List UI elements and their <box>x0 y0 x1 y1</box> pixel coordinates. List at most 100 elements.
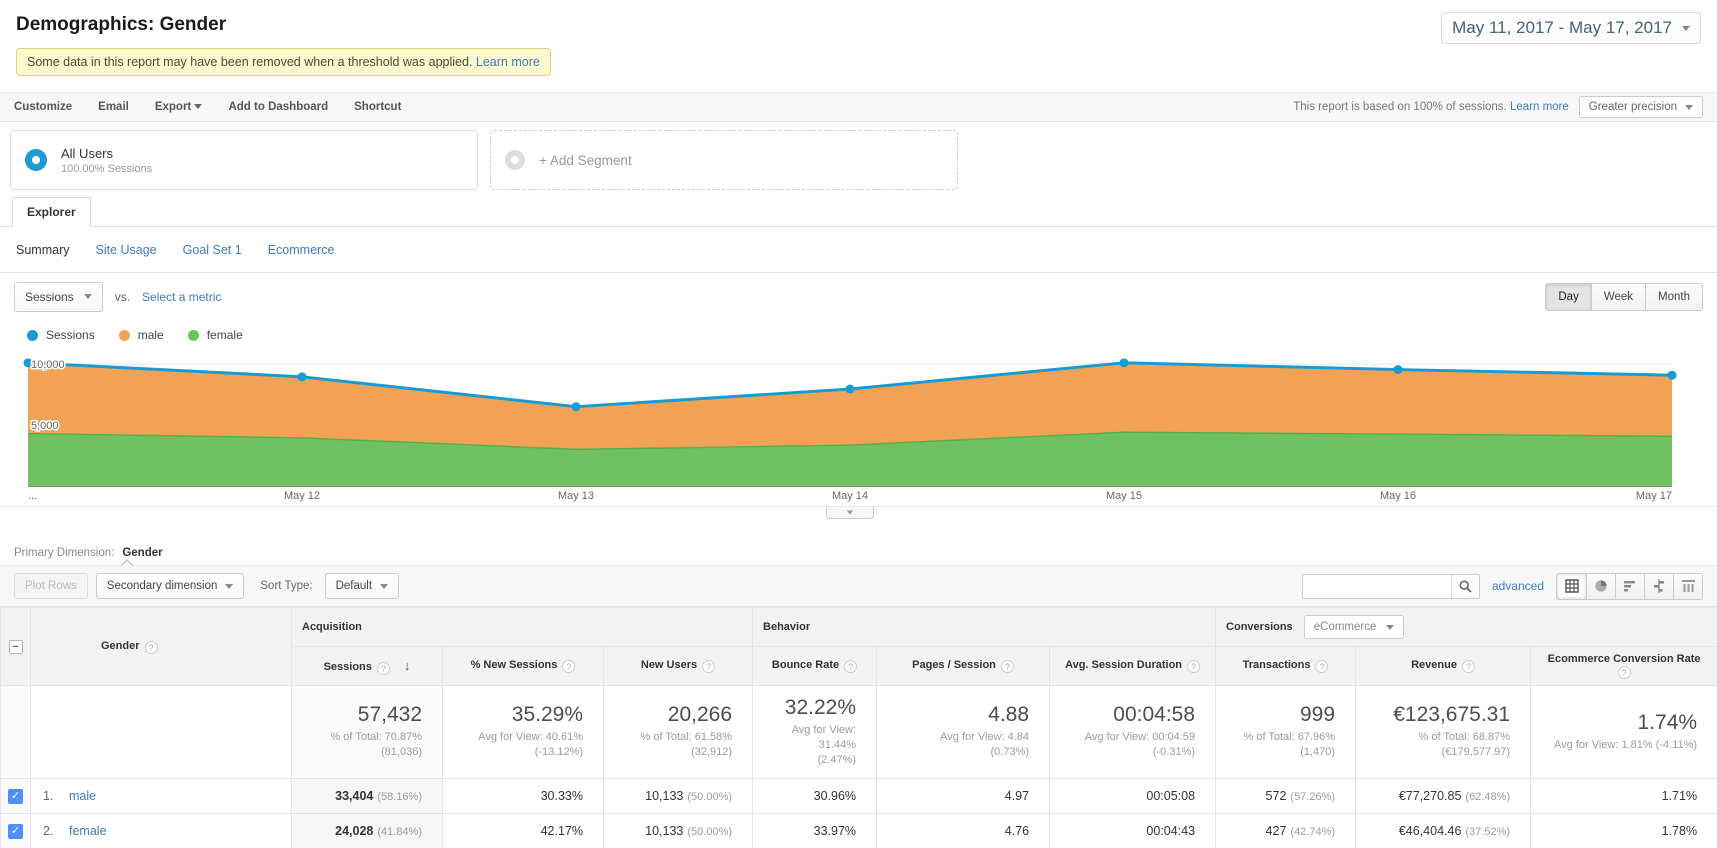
precision-selector[interactable]: Greater precision <box>1578 96 1703 118</box>
collapse-all-button[interactable]: − <box>8 639 23 654</box>
add-to-dashboard-button[interactable]: Add to Dashboard <box>228 101 329 113</box>
date-range-selector[interactable]: May 11, 2017 - May 17, 2017 <box>1441 12 1701 44</box>
total-new-users: 20,266 % of Total: 61.58% (32,912) <box>602 685 754 779</box>
granularity-month-button[interactable]: Month <box>1645 283 1702 310</box>
pivot-view-button[interactable] <box>1673 573 1702 599</box>
subnav-ecommerce[interactable]: Ecommerce <box>267 242 335 257</box>
table-grid-icon <box>1564 579 1579 593</box>
help-icon[interactable]: ? <box>376 661 390 675</box>
table-row-female: ✓ 2. female 24,028 (41.84%) 42.17% 10,133… <box>0 812 1717 848</box>
sort-type-selector[interactable]: Default <box>324 573 400 599</box>
row-checkbox[interactable]: ✓ <box>8 823 23 839</box>
help-icon[interactable]: ? <box>1461 660 1475 673</box>
plot-rows-button[interactable]: Plot Rows <box>14 573 88 599</box>
conversions-type-selector[interactable]: eCommerce <box>1303 615 1405 639</box>
row-link-female[interactable]: female <box>69 823 107 838</box>
add-segment-button[interactable]: + Add Segment <box>490 130 958 190</box>
bar-list-icon <box>1624 581 1635 592</box>
secondary-dimension-button[interactable]: Secondary dimension <box>95 573 245 599</box>
sampling-learn-more-link[interactable]: Learn more <box>1509 101 1569 113</box>
dimension-notch <box>120 559 134 567</box>
total-session-duration: 00:04:58 Avg for View: 00:04:59 (-0.31%) <box>1049 685 1217 779</box>
new-users-column-header[interactable]: New Users? <box>602 646 754 686</box>
gender-report-table: − Gender? Acquisition Behavior Conversio… <box>0 607 1717 848</box>
total-bounce-rate: 32.22% Avg for View: 31.44% (2.47%) <box>752 685 878 779</box>
sessions-column-header[interactable]: Sessions? ↓ <box>291 646 443 686</box>
report-header: Demographics: Gender May 11, 2017 - May … <box>0 0 1717 92</box>
help-icon[interactable]: ? <box>144 640 158 654</box>
revenue-column-header[interactable]: Revenue? <box>1355 646 1532 686</box>
help-icon[interactable]: ? <box>1617 666 1631 679</box>
email-button[interactable]: Email <box>98 101 129 113</box>
performance-view-button[interactable] <box>1615 573 1644 599</box>
advanced-search-link[interactable]: advanced <box>1491 579 1544 593</box>
help-icon[interactable]: ? <box>1187 660 1201 673</box>
pages-session-column-header[interactable]: Pages / Session? <box>876 646 1051 686</box>
legend-item-sessions: Sessions <box>27 328 95 342</box>
gender-column-header[interactable]: Gender? <box>30 607 292 686</box>
chevron-down-icon <box>846 510 854 515</box>
help-icon[interactable]: ? <box>702 660 716 673</box>
annotations-drawer-handle[interactable] <box>826 507 874 519</box>
help-icon[interactable]: ? <box>1315 660 1329 673</box>
help-icon[interactable]: ? <box>844 660 858 673</box>
search-button[interactable] <box>1450 574 1479 598</box>
ecommerce-conversion-rate-column-header[interactable]: Ecommerce Conversion Rate? <box>1530 646 1717 686</box>
table-view-toggle <box>1556 572 1703 600</box>
row-checkbox[interactable]: ✓ <box>8 788 23 804</box>
metric-selector[interactable]: Sessions <box>14 281 103 312</box>
x-axis-label: May 15 <box>1105 490 1143 502</box>
subnav-summary[interactable]: Summary <box>16 242 70 257</box>
behavior-group-header: Behavior <box>752 607 1217 647</box>
customize-button[interactable]: Customize <box>14 101 73 113</box>
shortcut-button[interactable]: Shortcut <box>354 101 402 113</box>
chart-plot-area[interactable]: 5,000 10,000 <box>23 350 1677 487</box>
percentage-view-button[interactable] <box>1586 573 1615 599</box>
subnav-site-usage[interactable]: Site Usage <box>95 242 157 257</box>
table-view-button[interactable] <box>1557 573 1586 599</box>
session-duration-column-header[interactable]: Avg. Session Duration? <box>1049 646 1217 686</box>
total-sessions: 57,432 % of Total: 70.87% (81,036) <box>291 685 443 779</box>
chart-controls: Sessions vs. Select a metric Day Week Mo… <box>0 273 1717 320</box>
search-input[interactable] <box>1302 574 1451 598</box>
help-icon[interactable]: ? <box>1000 660 1014 673</box>
comparison-icon <box>1654 579 1664 593</box>
chart-x-axis: ... May 12 May 13 May 14 May 15 May 16 May 17 <box>0 487 1717 519</box>
svg-text:5,000: 5,000 <box>31 420 58 432</box>
export-button[interactable]: Export <box>155 101 203 113</box>
granularity-day-button[interactable]: Day <box>1546 283 1591 310</box>
transactions-column-header[interactable]: Transactions? <box>1215 646 1357 686</box>
granularity-toggle: Day Week Month <box>1545 282 1703 311</box>
primary-dimension-gender[interactable]: Gender <box>122 546 163 559</box>
timeseries-chart: Sessions male female 5,000 10,000 ... May … <box>0 320 1717 540</box>
banner-learn-more-link[interactable]: Learn more <box>475 55 540 69</box>
x-axis-label: May 13 <box>557 490 595 502</box>
x-axis-label: ... <box>28 490 38 502</box>
chart-legend: Sessions male female <box>0 320 1717 350</box>
x-axis-label: May 12 <box>283 490 321 502</box>
total-pages-session: 4.88 Avg for View: 4.84 (0.73%) <box>876 685 1051 779</box>
granularity-week-button[interactable]: Week <box>1590 283 1646 310</box>
segment-all-users[interactable]: All Users 100.00% Sessions <box>10 130 478 190</box>
new-sessions-column-header[interactable]: % New Sessions? <box>442 646 604 686</box>
totals-row: 57,432 % of Total: 70.87% (81,036) 35.29%… <box>0 685 1717 779</box>
total-ecommerce-conversion-rate: 1.74% Avg for View: 1.81% (-4.11%) <box>1530 685 1717 779</box>
bounce-rate-column-header[interactable]: Bounce Rate? <box>752 646 878 686</box>
action-bar: Customize Email Export Add to Dashboard … <box>0 92 1717 122</box>
x-axis-label: May 17 <box>1635 490 1672 502</box>
chevron-down-icon <box>83 294 92 299</box>
chevron-down-icon <box>380 583 389 589</box>
table-search <box>1301 573 1480 599</box>
tab-explorer[interactable]: Explorer <box>12 197 91 227</box>
help-icon[interactable]: ? <box>562 660 576 673</box>
subnav-goal-set-1[interactable]: Goal Set 1 <box>182 242 242 257</box>
table-toolbar: Plot Rows Secondary dimension Sort Type:… <box>0 559 1717 607</box>
x-axis-label: May 16 <box>1379 490 1417 502</box>
row-link-male[interactable]: male <box>69 788 97 803</box>
legend-item-female: female <box>187 328 243 342</box>
legend-item-male: male <box>118 328 164 342</box>
sort-descending-icon: ↓ <box>403 657 411 673</box>
explorer-subnav: Summary Site Usage Goal Set 1 Ecommerce <box>0 227 1717 273</box>
select-metric-link[interactable]: Select a metric <box>142 289 222 304</box>
comparison-view-button[interactable] <box>1644 573 1673 599</box>
